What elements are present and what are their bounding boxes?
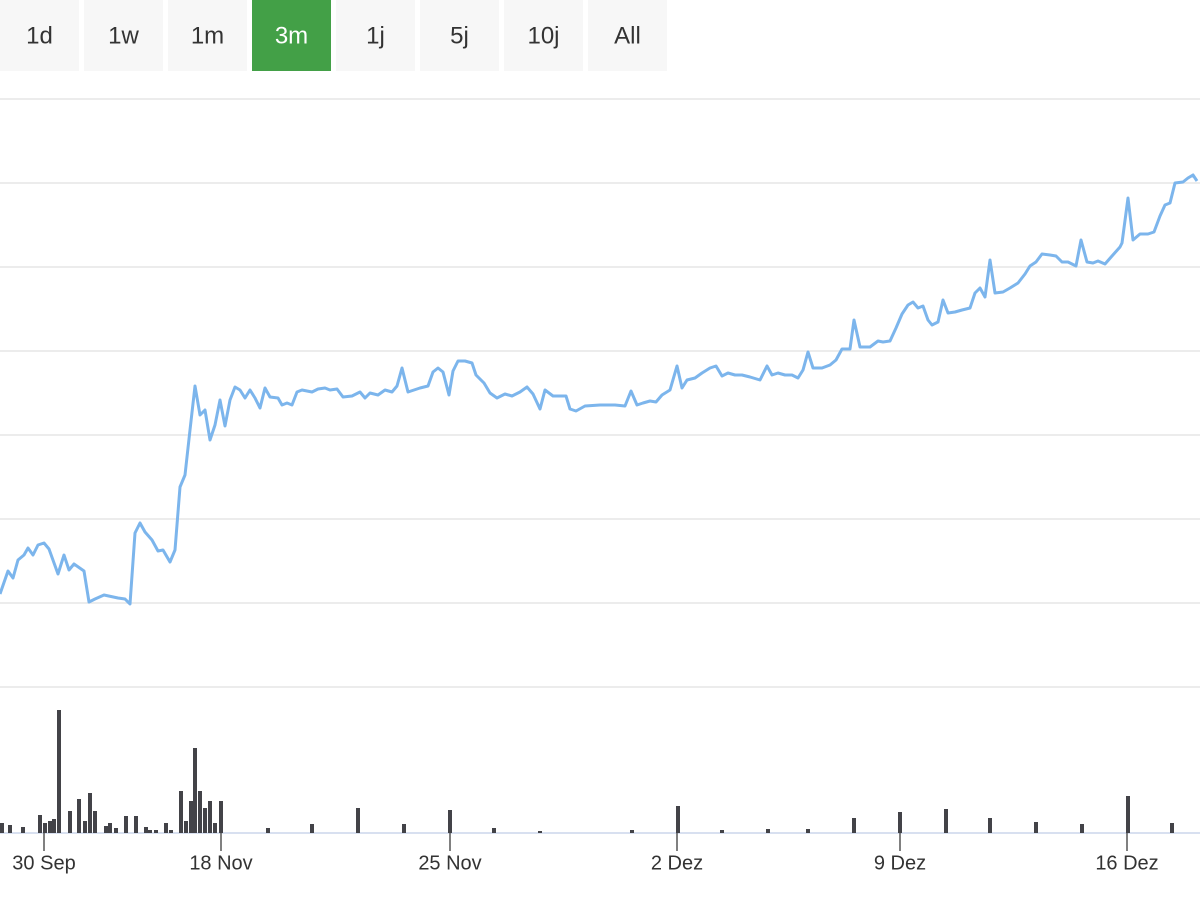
volume-bar	[198, 791, 202, 833]
volume-bar	[104, 826, 108, 833]
x-tick-label: 2 Dez	[651, 852, 703, 874]
range-button-label[interactable]: 1j	[366, 22, 385, 49]
volume-bar	[114, 828, 118, 833]
volume-bar	[21, 827, 25, 833]
volume-bar	[448, 810, 452, 833]
volume-bar	[356, 808, 360, 833]
volume-bar	[720, 830, 724, 833]
volume-bar	[83, 821, 87, 833]
volume-bar	[184, 821, 188, 833]
volume-bar	[0, 823, 4, 833]
range-button[interactable]	[252, 0, 331, 71]
range-button[interactable]	[336, 0, 415, 71]
volume-bar	[193, 748, 197, 833]
range-button[interactable]	[0, 0, 79, 71]
range-button[interactable]	[168, 0, 247, 71]
volume-bar	[806, 829, 810, 833]
volume-bar	[148, 830, 152, 833]
volume-bar	[266, 828, 270, 833]
range-button[interactable]	[504, 0, 583, 71]
volume-bar	[144, 827, 148, 833]
volume-bar	[57, 710, 61, 833]
volume-bar	[310, 824, 314, 833]
x-tick-label: 16 Dez	[1095, 852, 1158, 874]
range-button-label[interactable]: All	[614, 22, 641, 49]
range-button-label[interactable]: 1w	[108, 22, 139, 49]
volume-bar	[988, 818, 992, 833]
x-tick-label: 25 Nov	[418, 852, 481, 874]
price-line	[0, 173, 1199, 606]
volume-bar	[8, 825, 12, 833]
volume-bar	[48, 821, 52, 833]
volume-bar	[93, 811, 97, 833]
volume-bar	[219, 801, 223, 833]
x-tick-label: 30 Sep	[12, 852, 75, 874]
range-button-label[interactable]: 10j	[527, 22, 559, 49]
volume-bar	[77, 799, 81, 833]
volume-bar	[766, 829, 770, 833]
volume-bar	[189, 801, 193, 833]
range-button[interactable]	[84, 0, 163, 71]
volume-bar	[88, 793, 92, 833]
volume-bar	[213, 823, 217, 833]
volume-bar	[852, 818, 856, 833]
volume-bar	[1080, 824, 1084, 833]
volume-bar	[154, 830, 158, 833]
volume-bar	[124, 816, 128, 833]
volume-bar	[134, 816, 138, 833]
volume-bar	[538, 831, 542, 833]
volume-bar	[944, 809, 948, 833]
range-button-label[interactable]: 5j	[450, 22, 469, 49]
volume-bar	[630, 830, 634, 833]
range-button-label[interactable]: 3m	[275, 22, 308, 49]
volume-bar	[169, 830, 173, 833]
volume-bar	[208, 801, 212, 833]
range-button[interactable]	[588, 0, 667, 71]
volume-bar	[179, 791, 183, 833]
x-tick-label: 18 Nov	[189, 852, 252, 874]
range-button-label[interactable]: 1d	[26, 22, 53, 49]
volume-bar	[1126, 796, 1130, 833]
volume-bar	[108, 823, 112, 833]
volume-bar	[164, 823, 168, 833]
volume-bar	[492, 828, 496, 833]
volume-bar	[52, 819, 56, 833]
x-tick-label: 9 Dez	[874, 852, 926, 874]
volume-bar	[38, 815, 42, 833]
range-button-label[interactable]: 1m	[191, 22, 224, 49]
volume-bar	[676, 806, 680, 833]
volume-bar	[43, 823, 47, 833]
range-button[interactable]	[420, 0, 499, 71]
volume-bar	[68, 811, 72, 833]
volume-bar	[402, 824, 406, 833]
volume-bar	[1170, 823, 1174, 833]
volume-bar	[1034, 822, 1038, 833]
volume-bar	[203, 808, 207, 833]
volume-bar	[898, 812, 902, 833]
